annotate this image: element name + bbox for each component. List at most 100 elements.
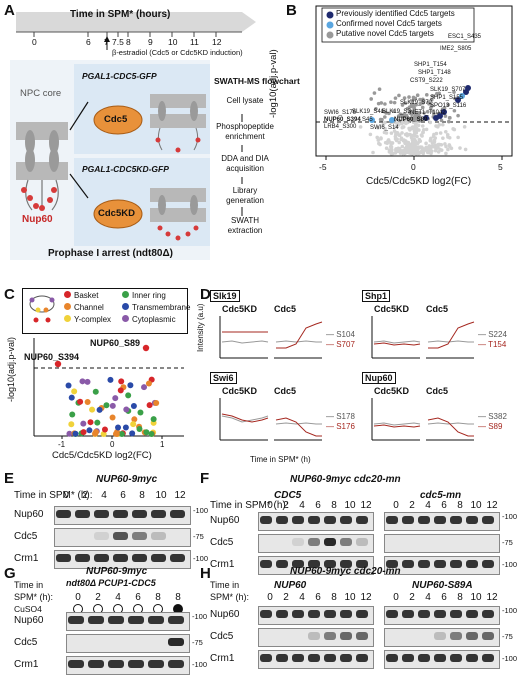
npc-cdc5kd-icon (150, 188, 206, 241)
lane-label: 0 (393, 592, 399, 603)
f-group2: cdc5-mn (420, 490, 462, 501)
panel-letter-e: E (4, 470, 15, 487)
volcano-point (393, 151, 398, 155)
blot-band (292, 560, 304, 568)
nup-point (92, 430, 99, 437)
d-plot-slk19: Slk19 Cdc5KD Cdc5 — S104— S707 (208, 290, 358, 370)
volcano-point (439, 118, 444, 123)
volcano-point (431, 109, 435, 114)
volcano-point (429, 98, 434, 102)
nup-point (96, 406, 103, 413)
nup-point (129, 430, 136, 437)
nup60-label: Nup60 (22, 214, 53, 225)
blot-band (482, 654, 494, 662)
volcano-point (397, 118, 402, 123)
lane-label: 10 (470, 500, 482, 511)
induction-note: β-estradiol (Cdc5 or Cdc5KD induction) (112, 48, 243, 57)
volcano-point (408, 111, 413, 116)
blot-band (402, 654, 414, 662)
volcano-point (394, 131, 398, 135)
nup-point (84, 398, 91, 405)
volcano-point (419, 145, 424, 150)
volcano-point (397, 93, 401, 98)
nup-point (150, 416, 157, 423)
volcano-point (414, 120, 419, 125)
nup-point (117, 387, 124, 394)
g-title: NUP60-9myc (86, 566, 148, 577)
blot-band (386, 654, 398, 662)
d-plot-shp1: Shp1 Cdc5KD Cdc5 — S224— T154 (360, 290, 510, 370)
b-xtick-3: 5 (498, 162, 503, 172)
c-label-s394: NUP60_S394 (24, 352, 80, 362)
volcano-point (443, 129, 448, 134)
h-group1: NUP60 (274, 580, 307, 591)
volcano-point (418, 97, 422, 102)
volcano-point (383, 126, 387, 131)
d-series-1: — S382 (478, 412, 507, 421)
row-label: Crm1 (14, 553, 39, 564)
nup-point (94, 419, 101, 426)
volcano-point (396, 149, 400, 154)
volcano-point (440, 122, 445, 127)
volcano-point (424, 127, 429, 132)
nup-point (101, 426, 108, 433)
c-ylabel: -log10(adj.p-val) (6, 336, 16, 402)
blot-band (170, 510, 185, 518)
blot-band (324, 516, 336, 524)
volcano-point (415, 116, 420, 120)
nup-point (131, 416, 138, 423)
volcano-point (408, 146, 412, 151)
nup-point (137, 409, 144, 416)
blot-band (260, 654, 272, 662)
volcano-point (411, 97, 416, 101)
panel-letter-b: B (286, 2, 297, 19)
timeline-title: Time in SPM* (hours) (70, 9, 171, 20)
volcano-point (393, 124, 398, 129)
h-time-label: SPM* (h): (210, 592, 250, 602)
c-legend-box (22, 288, 188, 334)
blot-band (450, 516, 462, 524)
lane-label: 6 (120, 490, 126, 501)
nup-point (112, 395, 119, 402)
blot-band (94, 554, 109, 562)
blot-band (88, 616, 104, 624)
blot-band (466, 632, 478, 640)
volcano-point (423, 147, 428, 151)
d-series-1: — S224 (478, 330, 507, 339)
volcano-point (424, 93, 429, 97)
volcano-point (420, 150, 424, 155)
lane-label: 10 (155, 490, 167, 501)
nup-point (136, 426, 143, 433)
construct-1: PGAL1-CDC5-GFP (82, 71, 157, 81)
volcano-point (418, 101, 423, 106)
blot-band (308, 538, 320, 546)
nup-point (141, 384, 148, 391)
lane-label: 12 (486, 500, 498, 511)
volcano-point (452, 108, 457, 113)
volcano-point (386, 139, 390, 143)
timeline-ticks: 0 6 7 7.5 8 9 10 11 12 (32, 37, 222, 47)
volcano-point (377, 141, 381, 146)
blot-band (466, 516, 478, 524)
e-title: NUP60-9myc (96, 474, 158, 485)
nup60-point (142, 344, 150, 352)
blot-band (132, 510, 147, 518)
panel-letter-a: A (4, 2, 15, 19)
lane-label: 2 (283, 500, 289, 511)
blot-band (482, 516, 494, 524)
volcano-point (424, 141, 428, 146)
mw-marker: -100 (502, 560, 518, 569)
volcano-point (451, 127, 455, 131)
row-label: Crm1 (210, 653, 235, 664)
volcano-point (436, 145, 440, 149)
volcano-point (372, 91, 377, 95)
lane-label: 2 (95, 592, 101, 603)
blot-band (340, 654, 352, 662)
b-point-labels: ESC1_S435 IME2_S805 SHP1_T154 SHP1_T148 … (324, 34, 482, 131)
f-group1: CDC5 (274, 490, 302, 501)
blot-band (356, 654, 368, 662)
d-plot-nup60: Nup60 Cdc5KD Cdc5 — S382— S89 (360, 372, 510, 452)
blot-band (148, 660, 164, 668)
volcano-point (421, 130, 425, 135)
cdc5-oval (93, 105, 143, 135)
